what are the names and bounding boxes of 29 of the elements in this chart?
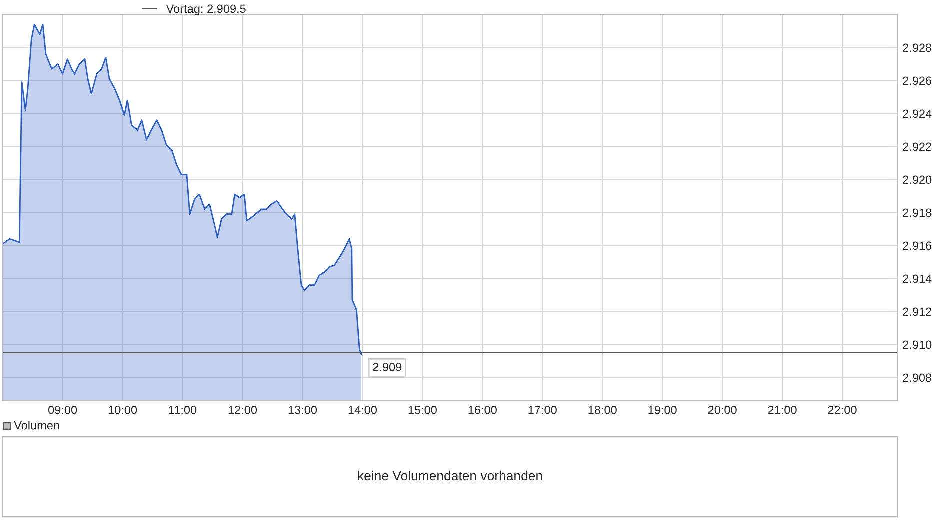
x-tick-label: 09:00 — [48, 406, 78, 414]
y-tick-label: 2.922 — [903, 142, 932, 152]
y-tick-label: 2.926 — [903, 76, 932, 86]
y-tick-label: 2.924 — [903, 110, 932, 118]
x-tick-label: 12:00 — [228, 406, 258, 414]
x-tick-label: 14:00 — [348, 406, 377, 414]
x-tick-label: 15:00 — [408, 406, 437, 414]
x-tick-label: 19:00 — [648, 406, 677, 414]
y-tick-label: 2.916 — [903, 242, 932, 250]
y-tick-label: 2.912 — [903, 308, 932, 316]
y-tick-label: 2.908 — [903, 374, 932, 382]
x-tick-label: 16:00 — [468, 406, 497, 414]
y-tick-label: 2.918 — [903, 208, 932, 218]
y-tick-label: 2.920 — [903, 176, 932, 184]
y-tick-label: 2.910 — [903, 340, 932, 350]
x-tick-label: 22:00 — [828, 406, 857, 414]
x-tick-label: 21:00 — [768, 406, 797, 414]
x-tick-label: 18:00 — [588, 406, 617, 414]
x-tick-label: 10:00 — [108, 406, 138, 414]
annotation: 2.909 — [373, 363, 402, 372]
y-tick-label: 2.914 — [903, 274, 932, 284]
y-tick-label: 2.928 — [903, 44, 932, 52]
x-tick-label: 11:00 — [169, 406, 197, 414]
text: Volumen — [14, 421, 60, 430]
text: keine Volumendaten vorhanden — [358, 470, 542, 481]
legend-label: Vortag: 2.909,5 — [166, 4, 246, 16]
x-tick-label: 13:00 — [288, 406, 318, 414]
x-tick-label: 17:00 — [528, 406, 557, 414]
x-tick-label: 20:00 — [708, 406, 737, 414]
